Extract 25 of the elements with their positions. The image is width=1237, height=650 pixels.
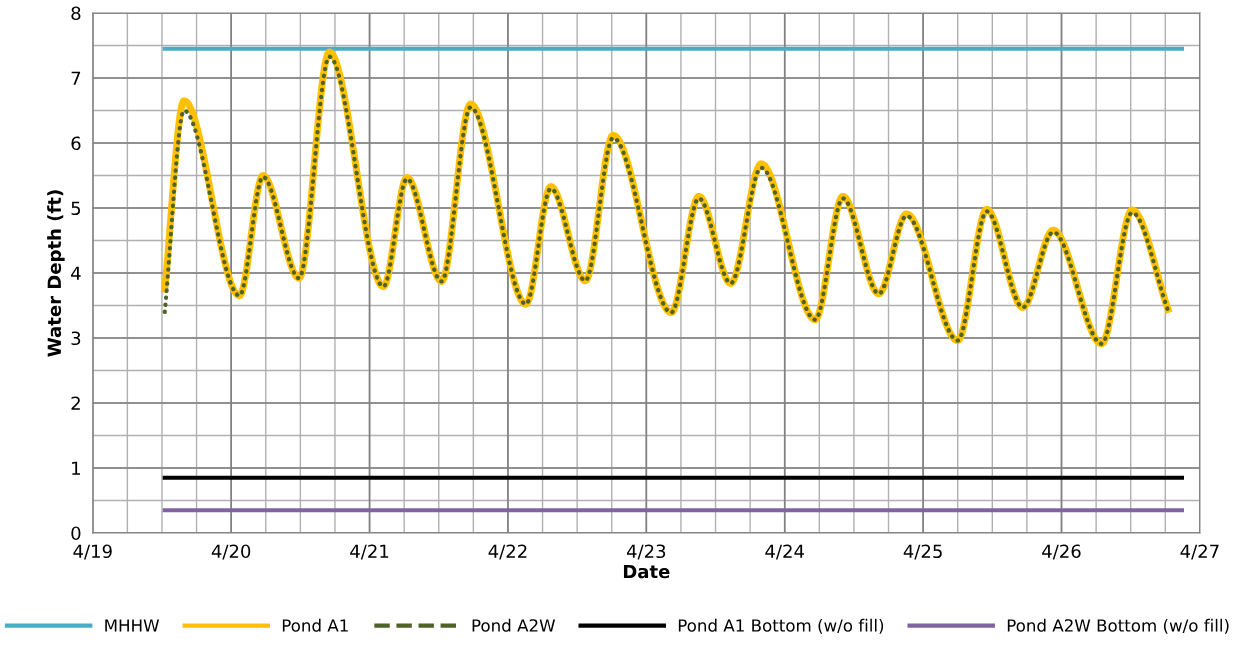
x-axis-title: Date <box>623 564 670 579</box>
y-tick-label: 2 <box>71 396 80 410</box>
y-tick-label: 7 <box>71 71 81 85</box>
x-tick-label: 4/27 <box>1180 544 1219 560</box>
y-tick-label: 0 <box>71 526 81 541</box>
legend-label: Pond A2W <box>472 618 556 632</box>
x-tick-label: 4/23 <box>626 544 666 560</box>
legend-label: Pond A2W Bottom (w/o fill) <box>1007 618 1229 634</box>
legend-label: MHHW <box>105 619 160 632</box>
y-tick-label: 3 <box>71 331 81 346</box>
x-tick-label: 4/24 <box>765 544 804 560</box>
legend-label: Pond A1 <box>282 618 348 632</box>
y-tick-label: 6 <box>71 136 81 151</box>
y-tick-label: 8 <box>71 6 81 21</box>
x-tick-label: 4/20 <box>211 544 251 560</box>
x-tick-label: 4/19 <box>73 544 112 560</box>
y-tick-label: 1 <box>72 461 80 475</box>
y-tick-label: 5 <box>71 201 81 216</box>
y-axis-title: Water Depth (ft) <box>47 190 65 357</box>
x-tick-label: 4/21 <box>350 544 389 560</box>
legend-label: Pond A1 Bottom (w/o fill) <box>678 618 884 634</box>
y-tick-label: 4 <box>71 266 81 280</box>
x-tick-label: 4/26 <box>1042 544 1081 560</box>
x-tick-label: 4/22 <box>488 544 527 560</box>
x-tick-label: 4/25 <box>903 544 942 560</box>
